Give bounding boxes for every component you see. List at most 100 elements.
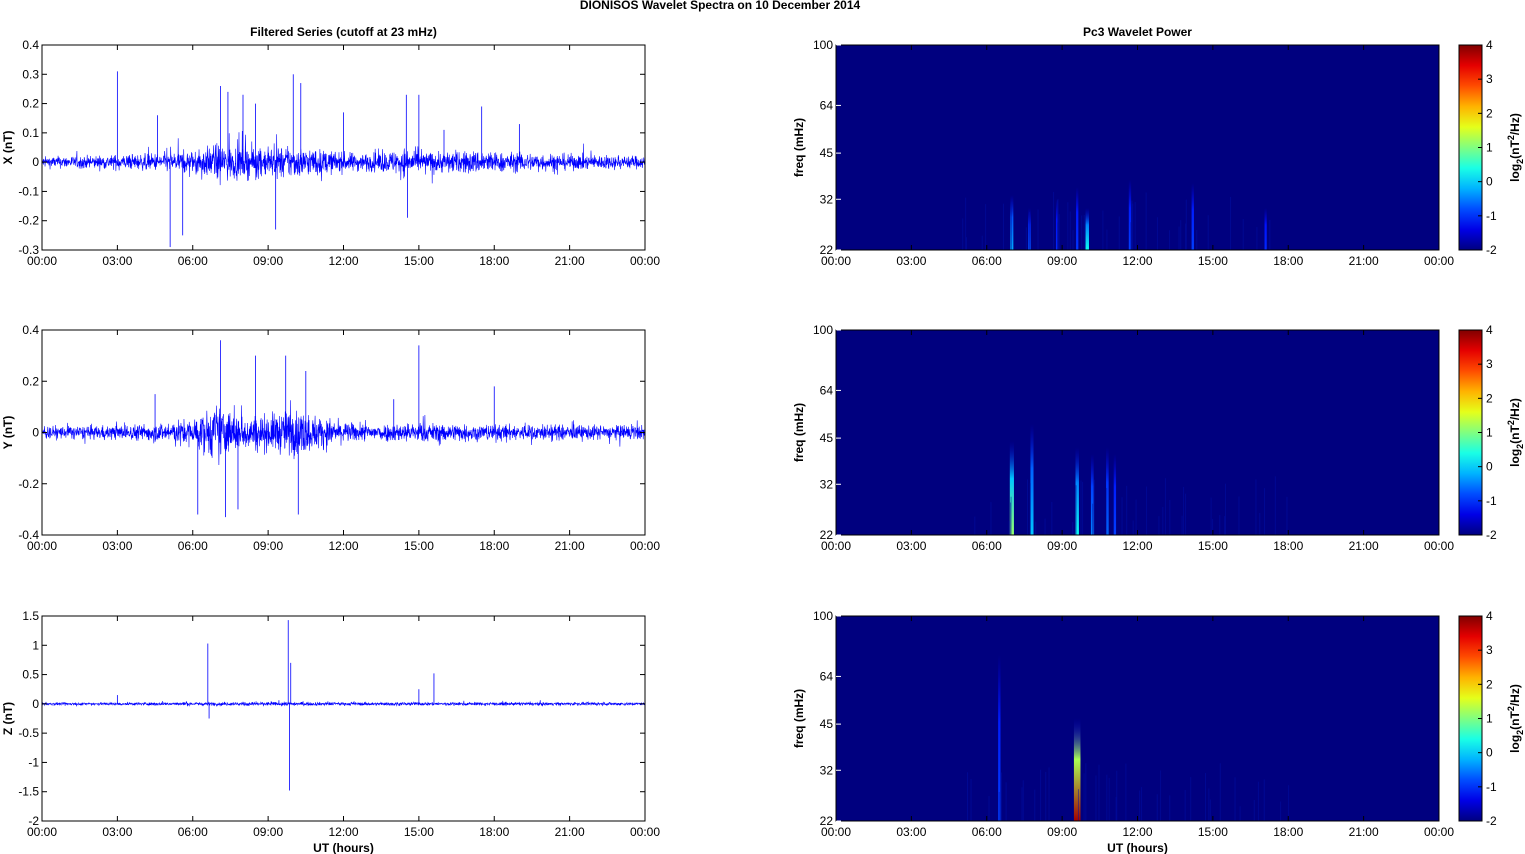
x-tick-label: 15:00: [404, 539, 434, 553]
power-texture: [1259, 512, 1261, 535]
x-tick-label: 00:00: [1424, 539, 1454, 553]
power-texture: [1121, 497, 1123, 535]
power-texture: [1010, 496, 1012, 535]
x-tick-label: 00:00: [27, 539, 57, 553]
y-tick-label: 1.5: [22, 609, 39, 623]
x-tick-label: 12:00: [1122, 539, 1152, 553]
power-texture: [998, 791, 1000, 821]
power-texture: [1208, 788, 1210, 821]
y-tick-label: -2: [28, 814, 39, 828]
power-texture: [1001, 772, 1003, 821]
power-texture: [1185, 223, 1187, 250]
power-texture: [1280, 801, 1282, 821]
power-texture: [1037, 209, 1039, 250]
power-streak: [1264, 208, 1267, 250]
x-tick-label: 21:00: [1349, 539, 1379, 553]
x-tick-label: 18:00: [479, 254, 509, 268]
power-texture: [1083, 773, 1085, 821]
power-texture: [1095, 775, 1097, 821]
plot-area: [42, 616, 645, 821]
colorbar-tick-label: -2: [1486, 243, 1497, 257]
y-tick-label: 64: [820, 98, 834, 112]
power-texture: [1180, 220, 1182, 250]
power-texture: [1146, 486, 1148, 535]
x-tick-label: 03:00: [102, 254, 132, 268]
power-texture: [965, 237, 967, 250]
heatmap-background: [836, 45, 1439, 250]
x-tick-label: 12:00: [1122, 825, 1152, 839]
power-texture: [1234, 777, 1236, 821]
y-tick-label: 0.4: [22, 38, 39, 52]
x-tick-label: 00:00: [630, 539, 660, 553]
power-texture: [1185, 199, 1187, 250]
x-tick-label: 09:00: [1047, 254, 1077, 268]
y-tick-label: -0.5: [18, 726, 39, 740]
y-tick-label: 100: [813, 38, 833, 52]
panel-title: Pc3 Wavelet Power: [1083, 25, 1192, 39]
y-tick-label: 45: [820, 146, 834, 160]
power-texture: [1169, 795, 1171, 821]
power-streak: [1073, 718, 1081, 821]
y-tick-label: 0.2: [22, 97, 39, 111]
power-texture: [1092, 503, 1094, 535]
power-texture: [1106, 487, 1108, 535]
x-tick-label: 15:00: [404, 254, 434, 268]
power-texture: [1160, 770, 1162, 821]
x-tick-label: 09:00: [1047, 539, 1077, 553]
power-texture: [1181, 515, 1183, 535]
x-tick-label: 00:00: [1424, 825, 1454, 839]
y-tick-label: 0: [32, 426, 39, 440]
colorbar-tick-label: 0: [1486, 746, 1493, 760]
y-axis-label: freq (mHz): [792, 689, 806, 748]
power-texture: [1212, 518, 1214, 535]
power-texture: [1209, 799, 1211, 821]
series-panel-Z: 1.5 1 0.5 0 -0.5 -1 -1.5 -2 Z (nT) 00:00 03:00 06:0…: [1, 609, 660, 854]
colorbar-tick-label: 4: [1486, 609, 1493, 623]
x-tick-label: 15:00: [1198, 254, 1228, 268]
power-texture: [1040, 769, 1042, 821]
power-texture: [1190, 777, 1192, 821]
x-tick-label: 15:00: [404, 825, 434, 839]
power-streak: [998, 654, 1001, 821]
x-tick-label: 03:00: [896, 254, 926, 268]
colorbar-tick-label: 4: [1486, 323, 1493, 337]
x-tick-label: 18:00: [479, 825, 509, 839]
colorbar-tick-label: 3: [1486, 357, 1493, 371]
power-texture: [1164, 478, 1166, 535]
power-texture: [1210, 497, 1212, 535]
x-tick-label: 03:00: [896, 539, 926, 553]
power-texture: [1141, 787, 1143, 821]
y-tick-label: 45: [820, 431, 834, 445]
power-texture: [1083, 214, 1085, 250]
heatmap-background: [836, 330, 1439, 535]
y-axis-label: X (nT): [1, 131, 15, 165]
power-streak: [1076, 187, 1079, 250]
figure-title: DIONISOS Wavelet Spectra on 10 December …: [580, 0, 861, 12]
x-tick-label: 12:00: [328, 825, 358, 839]
x-tick-label: 00:00: [27, 825, 57, 839]
y-tick-label: 0: [32, 155, 39, 169]
colorbar-tick-label: -1: [1486, 780, 1497, 794]
power-texture: [1010, 502, 1012, 535]
power-texture: [1098, 764, 1100, 821]
colorbar-tick-label: 3: [1486, 643, 1493, 657]
x-tick-label: 15:00: [1198, 539, 1228, 553]
y-axis-label: Y (nT): [1, 416, 15, 450]
power-texture: [1288, 785, 1290, 821]
colorbar-label: log2(nT2/Hz): [1506, 398, 1525, 467]
power-texture: [1021, 787, 1023, 821]
power-texture: [1115, 796, 1117, 821]
y-tick-label: 0.2: [22, 374, 39, 388]
power-streak: [1113, 454, 1117, 535]
x-tick-label: 00:00: [27, 254, 57, 268]
x-tick-label: 21:00: [555, 539, 585, 553]
x-tick-label: 06:00: [972, 254, 1002, 268]
power-texture: [1011, 202, 1013, 250]
x-tick-label: 12:00: [1122, 254, 1152, 268]
power-texture: [1002, 203, 1004, 250]
colorbar-tick-label: 0: [1486, 175, 1493, 189]
power-texture: [1183, 486, 1185, 535]
power-texture: [1125, 763, 1127, 821]
power-texture: [1058, 214, 1060, 250]
y-tick-label: 0.5: [22, 668, 39, 682]
